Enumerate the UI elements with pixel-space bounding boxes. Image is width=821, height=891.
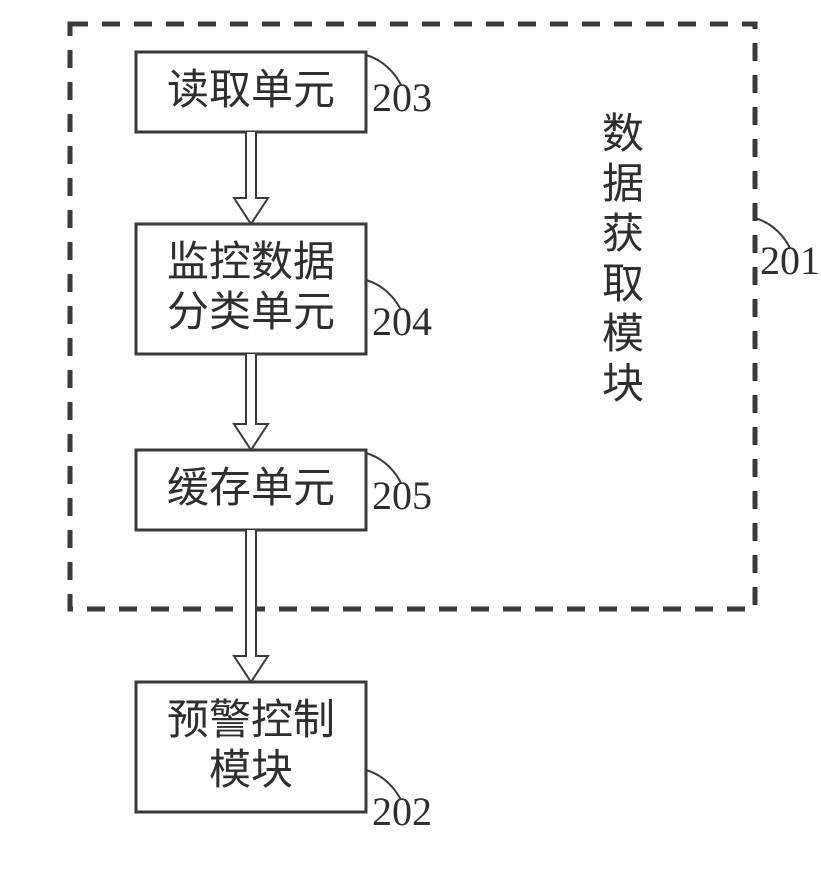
ref-number-201: 201 [760, 238, 820, 283]
ref-number-204: 204 [372, 299, 432, 344]
ref-number-205: 205 [372, 473, 432, 518]
ref-number-202: 202 [372, 789, 432, 834]
diagram-canvas: 数据获取模块201读取单元203监控数据分类单元204缓存单元205预警控制模块… [0, 0, 821, 891]
read-unit-label: 读取单元 [167, 68, 335, 114]
cache-unit-label: 缓存单元 [167, 466, 335, 512]
ref-number-203: 203 [372, 75, 432, 120]
